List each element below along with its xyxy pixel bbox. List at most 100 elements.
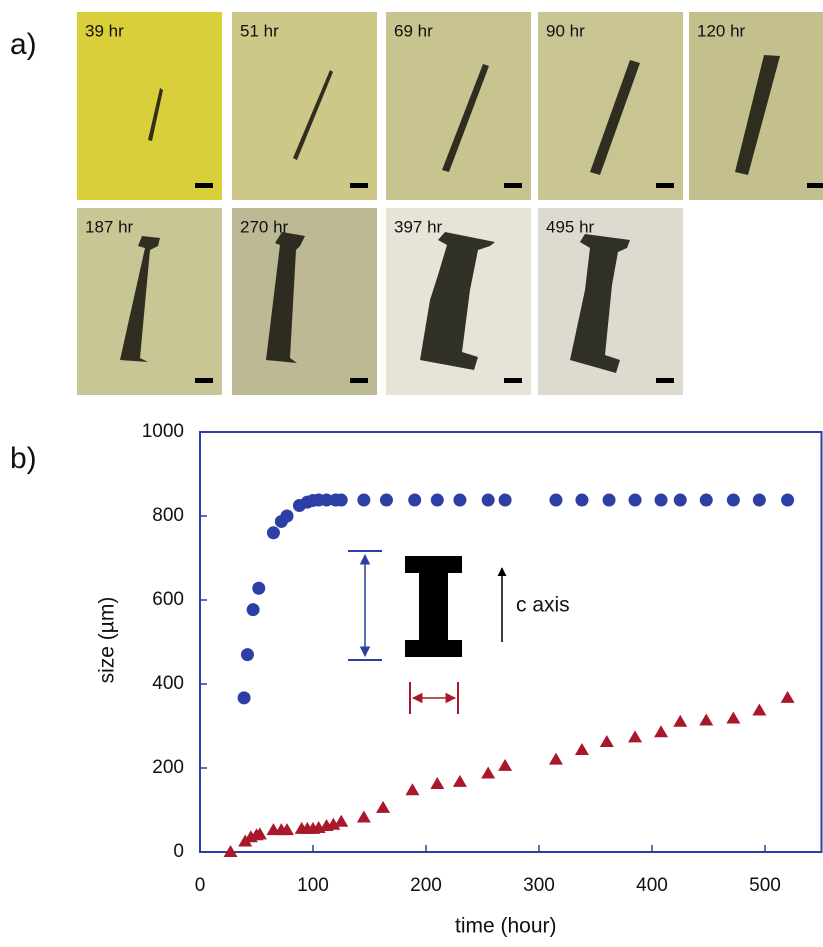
point (280, 509, 294, 523)
crystal (442, 64, 489, 172)
point (780, 690, 795, 703)
crystal (420, 232, 495, 370)
point (574, 742, 589, 755)
point (673, 714, 688, 727)
point (246, 603, 260, 617)
crystal (120, 236, 160, 362)
scale-bar (350, 183, 368, 188)
point (430, 776, 445, 789)
point (628, 493, 642, 507)
point (549, 493, 563, 507)
scale-bar (807, 183, 823, 188)
crystal (735, 55, 780, 175)
photo (538, 12, 683, 200)
x-tick-label: 500 (749, 875, 781, 896)
photo-label: 187 hr (85, 217, 134, 236)
photo-label: 90 hr (546, 21, 585, 40)
y-tick-label: 200 (152, 757, 184, 778)
point (334, 814, 349, 827)
point (654, 725, 669, 738)
point (379, 493, 393, 507)
point (498, 493, 512, 507)
x-axis-label: time (hour) (455, 915, 557, 938)
crystal (590, 60, 640, 175)
point (752, 493, 766, 507)
photo-label: 39 hr (85, 21, 124, 40)
x-tick-label: 0 (195, 875, 206, 896)
crystal (293, 70, 333, 160)
annotation: c axis (516, 594, 570, 617)
point (430, 493, 444, 507)
point (357, 493, 371, 507)
point (673, 493, 687, 507)
plot: 0 200 400 600 800 1000 0 100 200 300 400 500 time (h… (96, 421, 823, 938)
point (240, 648, 254, 662)
point (575, 493, 589, 507)
panel-label: a) (10, 28, 37, 61)
point (408, 493, 422, 507)
photo-label: 69 hr (394, 21, 433, 40)
point (752, 703, 767, 716)
point (726, 711, 741, 724)
crystal (266, 232, 305, 363)
photo (232, 12, 377, 200)
point (334, 493, 348, 507)
scale-bar (504, 183, 522, 188)
point (781, 493, 795, 507)
point (280, 823, 295, 836)
y-tick-label: 1000 (142, 421, 184, 442)
x-tick-label: 100 (297, 875, 329, 896)
point (548, 752, 563, 765)
photo-label: 397 hr (394, 217, 443, 236)
photo-label: 270 hr (240, 217, 289, 236)
scale-bar (350, 378, 368, 383)
point (599, 734, 614, 747)
point (602, 493, 616, 507)
crystal (570, 234, 630, 373)
photo (77, 12, 222, 200)
point (237, 691, 251, 705)
scale-bar (656, 378, 674, 383)
scale-bar (195, 378, 213, 383)
point (405, 783, 420, 796)
crystal (148, 88, 163, 141)
y-tick-label: 400 (152, 673, 184, 694)
photo-grid: 39 hr 51 hr 69 hr 90 hr 120 hr 187 hr 270 hr 39… (77, 12, 823, 395)
inset-schematic: c axis (348, 550, 570, 714)
photo-label: 51 hr (240, 21, 279, 40)
scale-bar (195, 183, 213, 188)
photo (386, 12, 531, 200)
y-tick-label: 0 (173, 841, 184, 862)
plot-frame (199, 431, 823, 853)
crystal-shape (405, 556, 462, 657)
y-tick-label: 800 (152, 505, 184, 526)
point (266, 526, 280, 540)
point (726, 493, 740, 507)
point (252, 827, 267, 840)
point (320, 493, 334, 507)
point (453, 493, 467, 507)
photo-label: 120 hr (697, 21, 746, 40)
panel-label: b) (10, 442, 37, 475)
photo (232, 208, 377, 395)
point (654, 493, 668, 507)
point (628, 730, 643, 743)
point (452, 774, 467, 787)
point (252, 581, 266, 595)
point (699, 493, 713, 507)
photo-label: 495 hr (546, 217, 595, 236)
y-tick-label: 600 (152, 589, 184, 610)
point (498, 758, 513, 771)
x-tick-label: 200 (410, 875, 442, 896)
scale-bar (504, 378, 522, 383)
scale-bar (656, 183, 674, 188)
point (481, 766, 496, 779)
point (376, 800, 391, 813)
x-tick-label: 400 (636, 875, 668, 896)
point (481, 493, 495, 507)
point (356, 810, 371, 823)
point (223, 845, 238, 857)
x-tick-label: 300 (523, 875, 555, 896)
point (699, 713, 714, 726)
